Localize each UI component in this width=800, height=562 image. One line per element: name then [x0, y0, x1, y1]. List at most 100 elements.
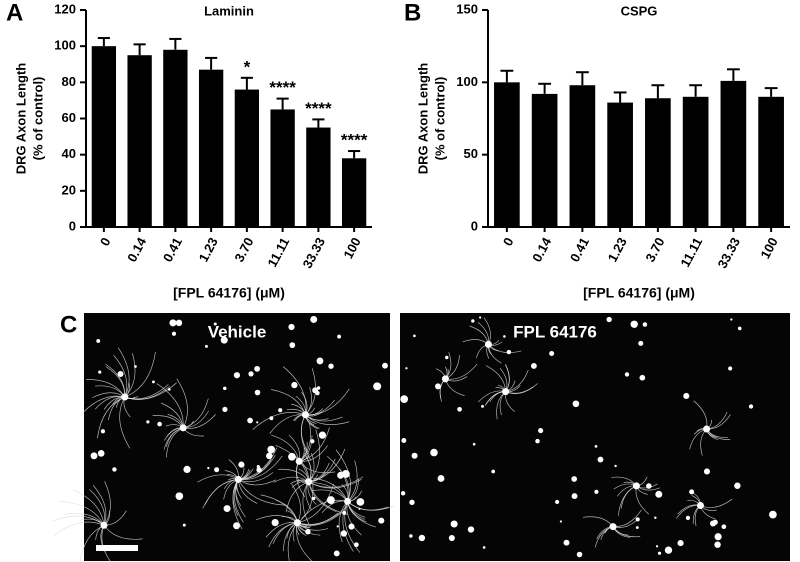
cell: [337, 334, 342, 339]
error-bar: [133, 43, 146, 56]
cell: [117, 371, 124, 378]
cell: [305, 528, 311, 535]
cell: [737, 326, 742, 331]
cell: [482, 546, 486, 549]
cell: [152, 380, 155, 384]
error-bar: [689, 84, 703, 97]
cell: [400, 491, 406, 496]
error-bar: [205, 56, 218, 70]
cell: [418, 534, 426, 542]
cell: [597, 456, 604, 463]
cell: [571, 476, 578, 482]
cell: [100, 429, 106, 434]
cell-body: [441, 375, 449, 383]
error-bar: [312, 118, 325, 128]
y-tick-label: 0: [69, 218, 76, 233]
cell: [112, 467, 117, 472]
error-bar: [613, 91, 627, 103]
cell: [769, 510, 777, 519]
cell: [710, 520, 717, 527]
cell: [340, 530, 348, 537]
error-bar: [575, 71, 589, 86]
cell: [685, 515, 691, 521]
cell: [378, 517, 385, 524]
cell: [167, 388, 171, 391]
cell: [481, 404, 484, 408]
neurite: [238, 479, 287, 506]
bar: [306, 127, 331, 227]
neurite: [53, 521, 105, 536]
neurite: [310, 477, 348, 502]
chart-title: CSPG: [621, 3, 658, 18]
cell: [220, 336, 228, 344]
cell: [248, 371, 254, 377]
cell: [642, 322, 648, 327]
cell: [535, 438, 540, 444]
y-tick-label: 40: [62, 146, 76, 161]
cell: [635, 517, 640, 522]
cell: [530, 363, 537, 369]
micrograph: [52, 313, 394, 562]
cell: [614, 464, 617, 468]
cell: [576, 551, 583, 558]
x-tick-label: 0: [500, 235, 517, 248]
neurite: [297, 483, 335, 524]
cell: [169, 319, 177, 327]
error-bar: [97, 37, 110, 47]
cell: [594, 445, 598, 448]
cell: [437, 475, 445, 482]
cell: [90, 452, 98, 460]
cell: [677, 539, 684, 547]
cell: [714, 541, 721, 548]
neurite: [297, 482, 314, 524]
cell: [328, 363, 334, 369]
cell: [269, 416, 274, 421]
cell: [266, 452, 273, 460]
neurite: [299, 427, 330, 462]
cell: [267, 445, 276, 454]
cell: [730, 318, 733, 321]
cell: [689, 489, 695, 495]
panel-label: C: [60, 311, 77, 338]
cell: [254, 389, 261, 396]
y-tick-label: 100: [456, 74, 478, 89]
panel-label: A: [6, 0, 23, 26]
cell: [664, 546, 673, 554]
cell: [445, 355, 449, 360]
cell: [409, 534, 413, 538]
bar: [494, 82, 520, 227]
cell: [97, 450, 105, 457]
cell: [683, 392, 690, 400]
neurite: [282, 366, 307, 415]
neurite: [308, 429, 321, 482]
neurite: [176, 378, 188, 428]
cell: [638, 340, 644, 346]
neurite: [335, 449, 351, 502]
x-tick-label: 100: [340, 235, 363, 261]
cell: [714, 533, 722, 541]
cell: [341, 470, 350, 478]
cell: [291, 381, 298, 389]
bar: [198, 69, 224, 227]
cell: [327, 496, 335, 504]
cell: [563, 539, 570, 546]
cell-body: [100, 521, 108, 529]
cell: [734, 482, 741, 489]
neurite: [347, 501, 394, 511]
x-tick-label: 3.70: [642, 235, 667, 264]
x-tick-label: 33.33: [300, 235, 329, 271]
cell: [479, 316, 482, 319]
cell-body: [305, 478, 313, 486]
x-tick-label: 0.41: [160, 235, 185, 264]
cell: [336, 525, 339, 528]
cell: [233, 372, 241, 379]
cell: [549, 351, 555, 357]
cell: [288, 323, 295, 331]
x-tick-label: 1.23: [605, 235, 630, 264]
neurite: [73, 489, 105, 526]
cell-body: [295, 457, 303, 465]
error-bar: [538, 82, 552, 94]
cell: [655, 490, 663, 498]
image-label: FPL 64176: [513, 322, 597, 341]
cell: [247, 417, 253, 424]
